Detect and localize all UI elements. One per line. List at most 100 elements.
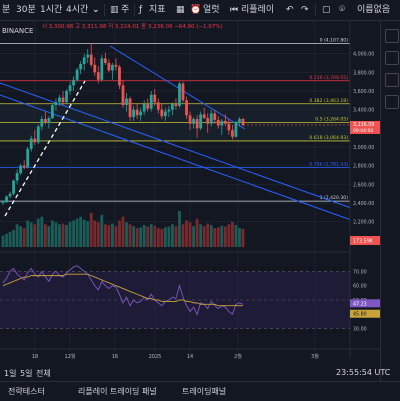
time-tick: 2025 [149, 354, 162, 360]
candle-body [79, 63, 83, 70]
candle-body [146, 104, 150, 109]
volume-bar [167, 226, 171, 247]
candle-body [121, 85, 125, 105]
layout-grid-icon[interactable]: ▢ [322, 5, 331, 15]
volume-bar [181, 224, 185, 247]
range-all[interactable]: 전체 [36, 369, 51, 378]
volume-bar [241, 228, 245, 247]
last-price-text: 3,236.09 [353, 122, 374, 128]
candle-body [51, 105, 54, 119]
toolbar-divider [315, 4, 316, 16]
timeframe-4h[interactable]: 4시간 [66, 5, 89, 15]
volume-bar [114, 226, 118, 247]
candle-type-icon[interactable]: ▥ [110, 5, 119, 15]
price-axis[interactable]: 4,000.003,800.003,600.003,400.003,200.00… [243, 21, 380, 359]
tab-trading-panel[interactable]: 트레이딩패널 [182, 387, 227, 396]
price-tick: 2,200.00 [353, 220, 374, 226]
fibonacci-retracement[interactable]: 0 (4,107.80) 0.236 (3,709.55) 0.382 (3,463… [0, 38, 350, 202]
candle-body [33, 138, 37, 143]
replay-button[interactable]: 리플레이 [241, 5, 275, 15]
alerts-icon[interactable] [385, 51, 399, 65]
time-tick: 12월 [65, 353, 76, 360]
rsi-tick: 60.00 [353, 284, 367, 290]
layout-icon[interactable]: ▦ [176, 5, 185, 15]
candle-body [213, 113, 217, 120]
price-tick: 4,000.00 [353, 52, 374, 58]
fib-level-label: 1 (2,420.30) [320, 195, 349, 201]
candle-body [118, 66, 121, 86]
candle-body [22, 165, 26, 168]
data-window-icon[interactable] [385, 73, 399, 87]
channel-line[interactable] [0, 82, 355, 210]
watchlist-icon[interactable] [385, 29, 399, 43]
fib-level-label: 0.618 (3,064.93) [309, 135, 348, 141]
volume-badge-text: 173.59K [353, 239, 374, 245]
dashed-trend-line[interactable] [4, 80, 86, 217]
volume-bar [61, 223, 65, 247]
candle-body [89, 54, 93, 65]
rsi-badge-text: 47.23 [353, 301, 367, 307]
time-axis[interactable]: 18 12월 16 2025 14 2월 3월 [0, 348, 380, 360]
volume-bar [43, 224, 47, 247]
volume-bar [15, 224, 19, 247]
hotlist-icon[interactable] [385, 95, 399, 109]
volume-bar [213, 228, 217, 247]
bottom-bar: 1일 5일 전체 23:55:54 UTC 전략테스터 리플레이 트레이딩 패널… [0, 368, 400, 401]
indicators-icon[interactable]: ƒ [139, 5, 143, 15]
replay-icon[interactable]: ⏮ [230, 5, 239, 15]
volume-bar [171, 224, 174, 247]
rsi-pane [0, 251, 350, 329]
price-chart[interactable]: 0 (4,107.80) 0.236 (3,709.55) 0.382 (3,463… [0, 21, 380, 381]
candle-body [68, 85, 72, 91]
utc-clock[interactable]: 23:55:54 UTC [336, 368, 391, 377]
candle-body [174, 104, 178, 106]
candle-body [128, 98, 132, 118]
trend-lines[interactable] [0, 45, 355, 222]
wedge-upper-line[interactable] [109, 45, 246, 130]
range-5d[interactable]: 5일 [20, 369, 33, 378]
candle-type-label[interactable]: 주 [121, 5, 130, 15]
volume-bar [111, 223, 114, 247]
candle-body [156, 102, 160, 110]
volume-bar [206, 223, 210, 247]
undo-icon[interactable]: ↶ [286, 5, 294, 15]
candle-body [167, 109, 171, 112]
candle-body [132, 109, 135, 118]
alert-icon[interactable]: ⏰ [190, 5, 202, 15]
wedge-lower-line[interactable] [0, 94, 355, 222]
volume-bar [139, 227, 143, 247]
rsi-ma-badge [350, 309, 380, 318]
tab-replay-trading-panel[interactable]: 리플레이 트레이딩 패널 [78, 387, 157, 396]
sync-icon[interactable]: ⌾ [339, 4, 345, 15]
volume-bar [160, 228, 164, 247]
tab-strategy-tester[interactable]: 전략테스터 [8, 387, 45, 396]
volume-bar [231, 221, 234, 247]
volume-bar [100, 214, 104, 247]
redo-icon[interactable]: ↷ [301, 5, 309, 15]
timeframe-chevron-icon[interactable]: ⌄ [92, 5, 100, 15]
volume-bar [12, 229, 15, 247]
alert-button[interactable]: 얼럿 [203, 5, 220, 15]
volume-bar [47, 226, 51, 247]
range-1d[interactable]: 1일 [4, 369, 17, 378]
price-tick: 3,600.00 [353, 89, 374, 95]
candle-body [8, 193, 12, 197]
price-tick: 2,600.00 [353, 182, 374, 188]
candle-body [103, 58, 107, 63]
candle-body [36, 126, 40, 143]
candle-body [178, 83, 181, 106]
candle-body [19, 165, 23, 174]
volume-bar [227, 224, 231, 247]
indicators-button[interactable]: 지표 [149, 5, 166, 15]
volume-bar [75, 218, 79, 247]
toolbar-divider [134, 4, 135, 16]
timeframe-1m[interactable]: 분 [2, 5, 11, 15]
volume-bars [1, 211, 245, 247]
candle-body [40, 119, 44, 127]
fib-level-label: 0.786 (2,781.43) [309, 161, 348, 167]
timeframe-1h[interactable]: 1시간 [40, 5, 63, 15]
timeframe-30m[interactable]: 30분 [16, 5, 36, 15]
chart-name[interactable]: 이름없음 [357, 5, 391, 15]
volume-bar [121, 216, 125, 247]
time-tick: 14 [187, 354, 193, 360]
